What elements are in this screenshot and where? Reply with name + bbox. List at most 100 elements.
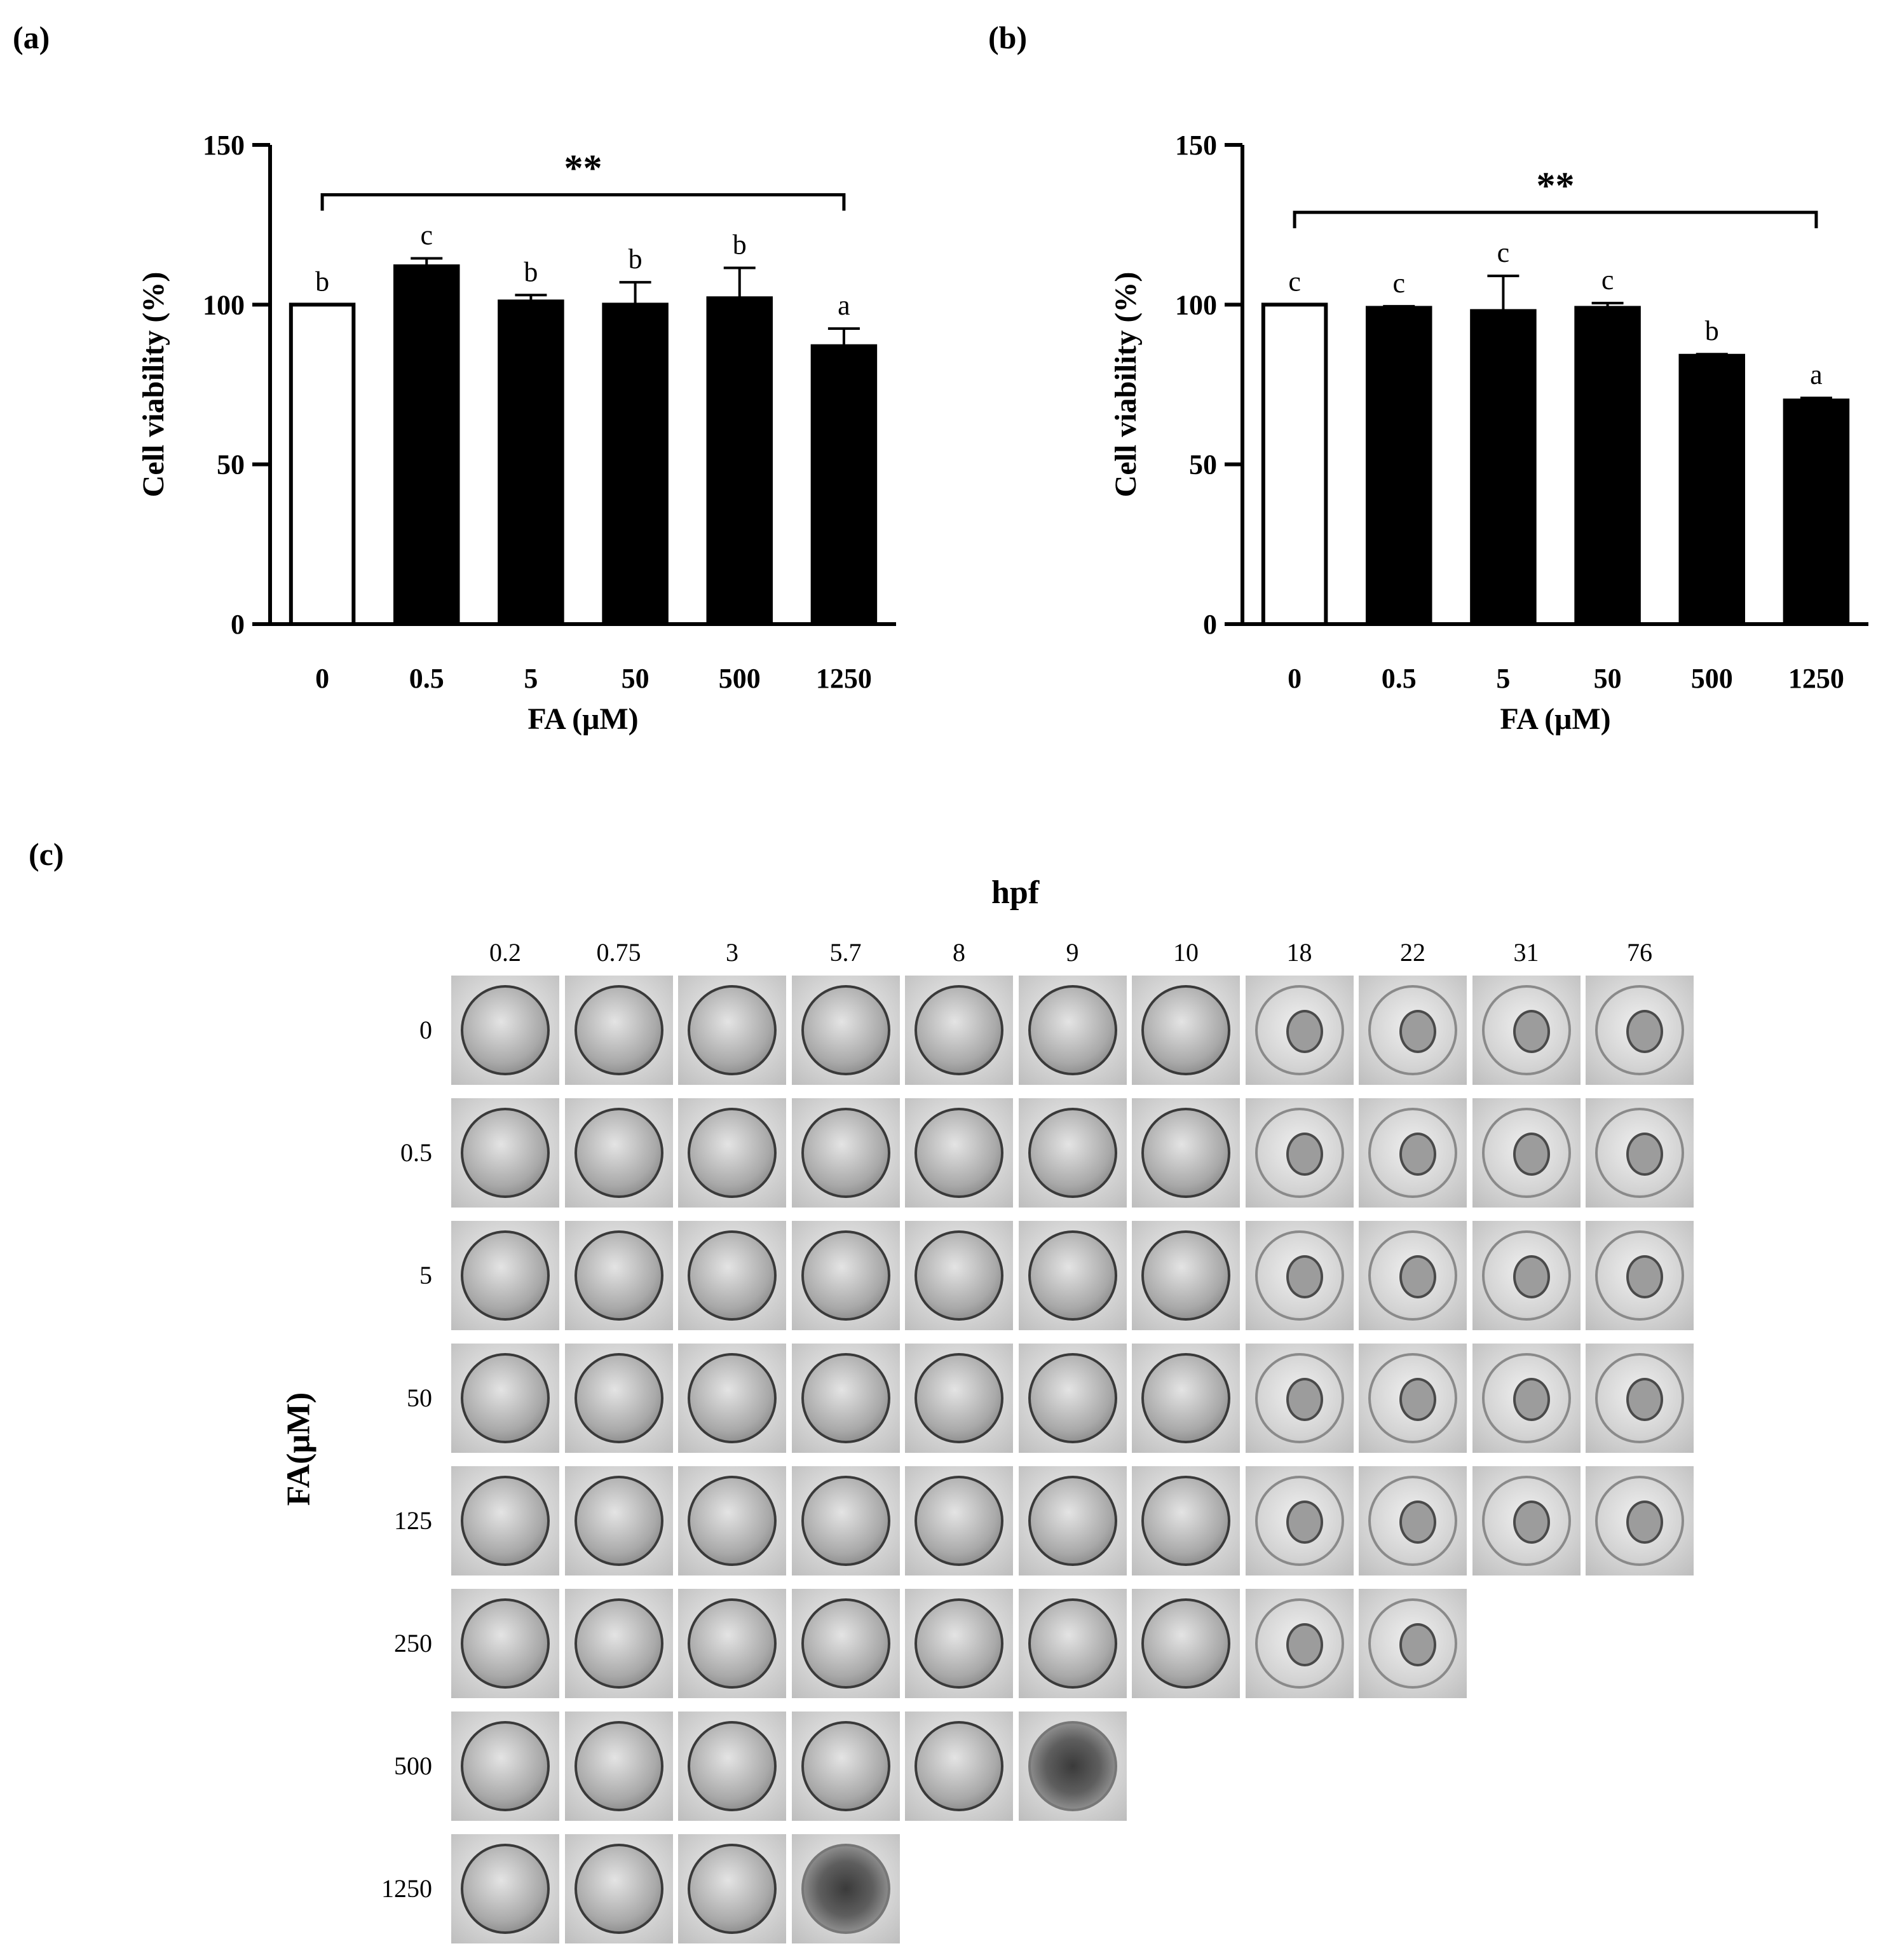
embryo-image — [1018, 1221, 1127, 1330]
embryo-shape — [1141, 1353, 1230, 1443]
fa-row-label-125: 125 — [394, 1506, 432, 1535]
embryo-shape — [574, 1353, 663, 1443]
chart-a-x-tick-label-2: 5 — [524, 663, 538, 694]
embryo-shape — [688, 1721, 777, 1811]
embryo-shape — [1254, 985, 1344, 1075]
embryo-shape — [915, 1721, 1003, 1811]
embryo-image — [678, 976, 786, 1085]
chart-b-x-tick-label-0: 0 — [1288, 663, 1302, 694]
embryo-shape — [1028, 1108, 1117, 1198]
embryo-shape — [574, 1598, 663, 1689]
chart-a-significance-letter-0: b — [315, 266, 329, 297]
embryo-shape — [1254, 1598, 1344, 1689]
hpf-label-76: 76 — [1627, 938, 1652, 967]
panel-b-label: (b) — [988, 20, 1028, 55]
embryo-image — [1586, 1098, 1694, 1208]
chart-b-x-tick-label-2: 5 — [1496, 663, 1510, 694]
embryo-image — [564, 976, 673, 1085]
chart-a-y-tick-label-0: 0 — [231, 609, 245, 640]
embryo-image — [791, 1712, 900, 1821]
fa-row-label-0.5: 0.5 — [400, 1138, 432, 1167]
chart-a-x-tick-label-4: 500 — [719, 663, 761, 694]
embryo-shape — [1481, 985, 1571, 1075]
embryo-image — [1472, 1221, 1581, 1330]
chart-a-significance-bracket — [320, 193, 846, 211]
embryo-shape — [1368, 1353, 1457, 1443]
chart-a-significance-letter-2: b — [524, 256, 538, 287]
embryo-shape — [688, 1598, 777, 1689]
embryo-shape — [688, 1844, 777, 1934]
embryo-shape — [801, 1598, 890, 1689]
embryo-image — [905, 976, 1013, 1085]
embryo-shape — [461, 1721, 550, 1811]
fa-row-label-50: 50 — [407, 1384, 432, 1412]
embryo-shape — [1254, 1476, 1344, 1566]
chart-a-bar-2 — [498, 299, 564, 626]
embryo-image — [678, 1712, 786, 1821]
embryo-shape — [1254, 1353, 1344, 1443]
chart-a-bar-1 — [393, 264, 460, 627]
hpf-label-0.75: 0.75 — [596, 938, 641, 967]
chart-b-y-tick-label-2: 100 — [1175, 289, 1217, 320]
embryo-shape — [1028, 1476, 1117, 1566]
embryo-image — [905, 1712, 1013, 1821]
chart-b-y-tick-label-0: 0 — [1203, 609, 1217, 640]
embryo-image — [791, 1466, 900, 1575]
chart-a-x-axis-title: FA (μM) — [527, 702, 638, 736]
embryo-image — [451, 1466, 559, 1575]
embryo-shape — [1028, 1353, 1117, 1443]
embryo-image — [1132, 1344, 1240, 1453]
embryo-shape — [801, 1353, 890, 1443]
chart-b-x-tick-label-1: 0.5 — [1382, 663, 1417, 694]
embryo-shape — [1254, 1108, 1344, 1198]
chart-b-y-tick-label-1: 50 — [1189, 449, 1217, 480]
embryo-shape — [1595, 1476, 1684, 1566]
chart-a-x-tick-label-1: 0.5 — [409, 663, 444, 694]
fa-row-label-250: 250 — [394, 1629, 432, 1657]
embryo-shape — [461, 1353, 550, 1443]
chart-a-significance-letter-4: b — [733, 229, 747, 261]
chart-a-significance-stars: ** — [564, 147, 602, 189]
embryo-image — [791, 1589, 900, 1698]
embryo-shape — [461, 1476, 550, 1566]
embryo-shape — [688, 1108, 777, 1198]
embryo-image — [564, 1221, 673, 1330]
embryo-image — [905, 1466, 1013, 1575]
embryo-shape — [1368, 985, 1457, 1075]
embryo-image — [564, 1589, 673, 1698]
hpf-label-0.2: 0.2 — [489, 938, 521, 967]
embryo-shape — [574, 985, 663, 1075]
chart-b-bar-0 — [1261, 303, 1328, 626]
embryo-image — [1359, 1589, 1467, 1698]
chart-a-y-axis-title: Cell viability (%) — [137, 272, 170, 498]
embryo-image — [1586, 1344, 1694, 1453]
chart-a-x-tick-label-0: 0 — [315, 663, 329, 694]
embryo-shape — [1595, 1230, 1684, 1321]
embryo-image — [1018, 1589, 1127, 1698]
embryo-image — [451, 1221, 559, 1330]
embryo-shape — [1141, 1108, 1230, 1198]
fa-row-label-500: 500 — [394, 1752, 432, 1780]
panel-c-label: (c) — [29, 836, 64, 872]
chart-b-x-axis-title: FA (μM) — [1500, 702, 1610, 736]
chart-b-bar-3 — [1574, 306, 1641, 626]
chart-a-y-tick-label-1: 50 — [217, 449, 245, 480]
chart-a-bar-4 — [706, 296, 773, 626]
embryo-image — [1472, 1466, 1581, 1575]
embryo-image — [451, 1098, 559, 1208]
embryo-shape — [688, 1230, 777, 1321]
embryo-shape — [688, 985, 777, 1075]
embryo-image — [1472, 1344, 1581, 1453]
embryo-image — [791, 1834, 900, 1943]
embryo-image — [1018, 1344, 1127, 1453]
embryo-image — [905, 1221, 1013, 1330]
chart-a-significance-letter-1: c — [420, 219, 433, 250]
embryo-image — [451, 1344, 559, 1453]
chart-b-significance-letter-1: c — [1392, 268, 1405, 299]
embryo-image — [451, 1834, 559, 1943]
embryo-image — [564, 1466, 673, 1575]
embryo-image — [564, 1098, 673, 1208]
embryo-shape — [801, 1844, 890, 1934]
embryo-shape — [1368, 1230, 1457, 1321]
chart-a-significance-letter-5: a — [838, 290, 850, 321]
